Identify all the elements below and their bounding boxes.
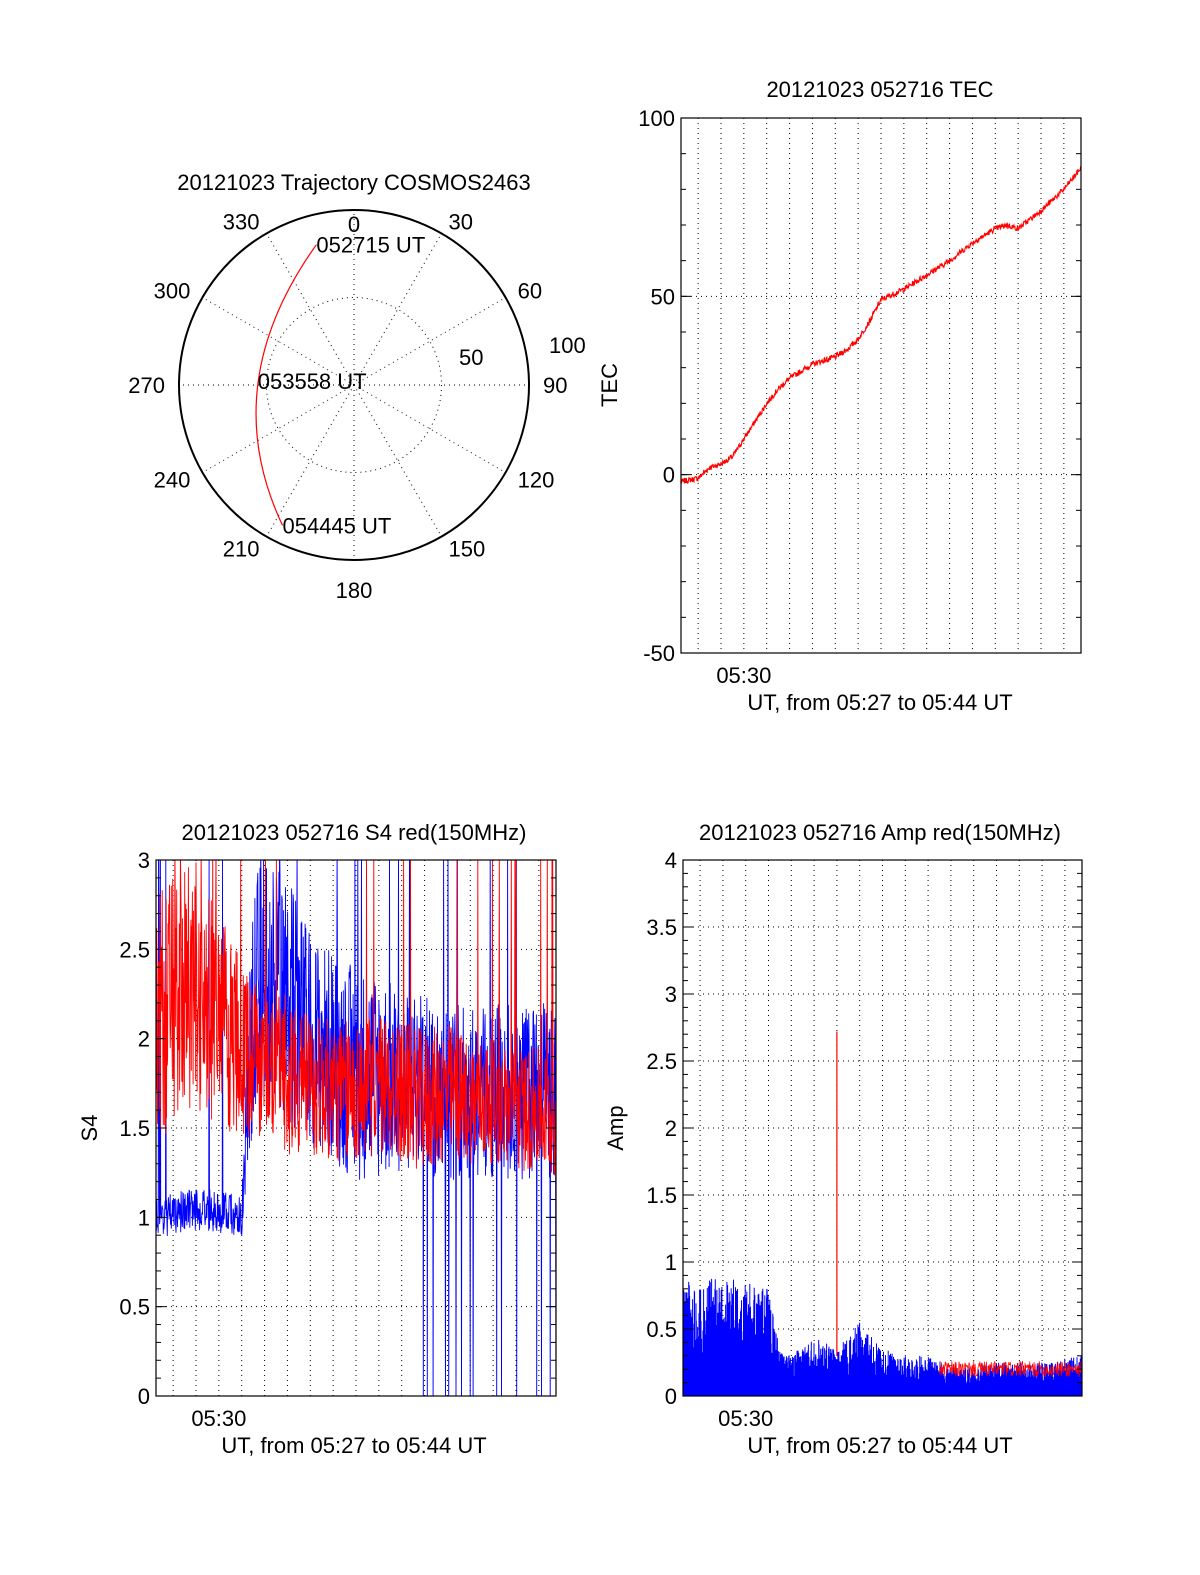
trajectory-mid-label: 053558 UT: [258, 369, 367, 394]
azimuth-label-300: 300: [154, 279, 191, 304]
amp-ytick-label-3: 1.5: [646, 1183, 677, 1208]
s4-ytick-label-5: 2.5: [119, 937, 150, 962]
amp-x-label: UT, from 05:27 to 05:44 UT: [747, 1433, 1012, 1458]
azimuth-label-210: 210: [223, 537, 260, 562]
polar-spoke-330: [266, 233, 355, 386]
tec-y-label: TEC: [597, 363, 622, 407]
azimuth-label-270: 270: [128, 373, 165, 398]
radial-tick-100: 100: [549, 333, 586, 358]
trajectory-line: [255, 244, 317, 526]
polar-outer-circle: [178, 209, 530, 561]
trajectory-title: 20121023 Trajectory COSMOS2463: [177, 170, 530, 195]
s4-y-label: S4: [77, 1115, 102, 1142]
azimuth-label-120: 120: [518, 468, 555, 493]
trajectory-polar-panel: 20121023 Trajectory COSMOS2463 0 30 60 90 12…: [128, 170, 585, 603]
tec-series-line: [680, 166, 1082, 485]
polar-spoke-120: [353, 384, 506, 473]
s4-ytick-label-2: 1: [138, 1205, 150, 1230]
amp-blue-series: [682, 1278, 1083, 1396]
tec-ytick-label-1: 0: [663, 463, 675, 488]
s4-ytick-label-3: 1.5: [119, 1116, 150, 1141]
trajectory-end-label: 054445 UT: [282, 513, 391, 538]
s4-ytick-label-1: 0.5: [119, 1295, 150, 1320]
radial-tick-50: 50: [459, 345, 483, 370]
tec-xtick-label-0: 05:30: [716, 663, 771, 688]
azimuth-label-30: 30: [449, 209, 473, 234]
amp-ytick-label-8: 4: [665, 848, 677, 873]
tec-panel: 20121023 052716 TEC -50 0 50 100 05:30 TEC U…: [597, 77, 1082, 715]
amp-xtick-label-0: 05:30: [718, 1406, 773, 1431]
polar-spoke-150: [353, 384, 442, 537]
s4-ytick-label-4: 2: [138, 1027, 150, 1052]
tec-ytick-label-0: -50: [643, 641, 675, 666]
azimuth-label-330: 330: [223, 209, 260, 234]
amp-ytick-label-1: 0.5: [646, 1317, 677, 1342]
azimuth-label-150: 150: [449, 537, 486, 562]
s4-title: 20121023 052716 S4 red(150MHz): [182, 820, 527, 845]
azimuth-label-60: 60: [518, 279, 542, 304]
trajectory-start-label: 052715 UT: [316, 233, 425, 258]
tec-title: 20121023 052716 TEC: [766, 77, 993, 102]
amp-red-series: [939, 1360, 1083, 1378]
amp-ytick-label-5: 2.5: [646, 1049, 677, 1074]
polar-spoke-210: [266, 384, 355, 537]
amp-y-label: Amp: [603, 1105, 628, 1150]
amp-ytick-label-0: 0: [665, 1384, 677, 1409]
s4-ytick-label-0: 0: [138, 1384, 150, 1409]
amp-ytick-label-7: 3.5: [646, 915, 677, 940]
polar-ring-50: [266, 297, 442, 473]
tec-ytick-label-3: 100: [638, 106, 675, 131]
polar-spoke-60: [353, 297, 506, 386]
tec-x-label: UT, from 05:27 to 05:44 UT: [747, 690, 1012, 715]
s4-ytick-label-6: 3: [138, 848, 150, 873]
tec-plot-frame: [680, 117, 1082, 654]
amp-ytick-label-2: 1: [665, 1250, 677, 1275]
s4-xtick-label-0: 05:30: [191, 1406, 246, 1431]
amp-title: 20121023 052716 Amp red(150MHz): [699, 820, 1061, 845]
azimuth-label-90: 90: [543, 373, 567, 398]
azimuth-label-180: 180: [336, 578, 373, 603]
tec-ytick-label-2: 50: [651, 284, 675, 309]
polar-spoke-30: [353, 233, 442, 386]
amp-panel: 20121023 052716 Amp red(150MHz) 0 0.5 1 1.5…: [603, 820, 1083, 1458]
amp-ytick-label-6: 3: [665, 982, 677, 1007]
azimuth-label-240: 240: [154, 468, 191, 493]
amp-ytick-label-4: 2: [665, 1116, 677, 1141]
s4-panel: 20121023 052716 S4 red(150MHz) 0 0.5 1 1.5 2…: [77, 820, 557, 1458]
polar-spoke-240: [202, 384, 355, 473]
azimuth-label-0: 0: [348, 212, 360, 237]
s4-series-group: [156, 860, 556, 1396]
s4-red-series-line: [156, 860, 556, 1176]
s4-x-label: UT, from 05:27 to 05:44 UT: [221, 1433, 486, 1458]
polar-spoke-300: [202, 297, 355, 386]
